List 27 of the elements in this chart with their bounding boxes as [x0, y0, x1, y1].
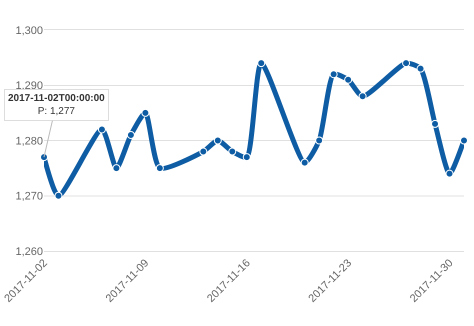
point: [126, 130, 135, 139]
point: [141, 108, 150, 117]
point: [431, 120, 440, 128]
point: [460, 136, 468, 144]
point: [54, 192, 62, 200]
point: [242, 153, 251, 162]
point: [402, 59, 410, 68]
point: [300, 158, 309, 167]
point: [257, 59, 266, 68]
point: [315, 136, 324, 144]
y-tick-label: 1,280: [15, 135, 43, 148]
point: [446, 170, 454, 178]
point: [199, 148, 208, 156]
point: [416, 64, 425, 73]
point: [214, 136, 222, 144]
point: [112, 164, 120, 172]
point: [330, 70, 338, 78]
point: [344, 76, 352, 84]
y-tick-label: 1,260: [15, 246, 43, 258]
point: [228, 148, 236, 156]
point: [40, 153, 48, 162]
point: [358, 92, 367, 100]
y-tick-label: 1,290: [15, 80, 43, 92]
y-tick-label: 1,300: [15, 24, 43, 37]
y-tick-label: 1,270: [15, 190, 43, 203]
point: [156, 164, 164, 172]
annotation: 2017-11-02T00:00:00 P: 1,277: [8, 93, 106, 117]
